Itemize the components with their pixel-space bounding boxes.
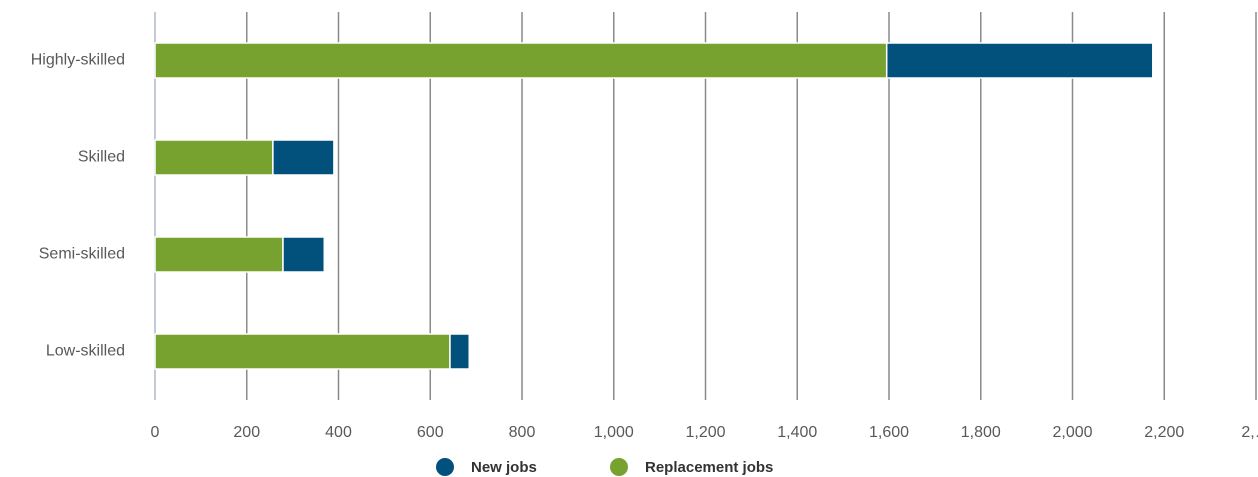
x-tick-label: 200 — [233, 424, 260, 441]
legend-label: Replacement jobs — [645, 459, 773, 476]
legend-label: New jobs — [471, 459, 537, 476]
bar-segment — [449, 333, 470, 370]
bar-segment — [154, 333, 451, 370]
y-tick-label: Semi-skilled — [39, 246, 125, 263]
y-tick-label: Low-skilled — [46, 343, 125, 360]
x-tick-label: 1,200 — [685, 424, 725, 441]
bar-segment — [154, 42, 888, 79]
x-tick-label: 1,000 — [594, 424, 634, 441]
legend-item: Replacement jobs — [610, 458, 773, 476]
x-tick-label: 1,600 — [869, 424, 909, 441]
bar-segment — [282, 236, 326, 273]
y-tick-label: Highly-skilled — [31, 52, 125, 69]
x-tick-label: 2,000 — [1052, 424, 1092, 441]
x-tick-label: 1,800 — [961, 424, 1001, 441]
x-tick-label: 600 — [417, 424, 444, 441]
x-tick-label: 0 — [151, 424, 160, 441]
x-tick-label: 1,400 — [777, 424, 817, 441]
y-tick-label: Skilled — [78, 149, 125, 166]
x-tick-label: 800 — [509, 424, 536, 441]
legend-swatch — [610, 458, 628, 476]
bar-segment — [154, 139, 274, 176]
x-tick-label: 400 — [325, 424, 352, 441]
bar-segment — [154, 236, 284, 273]
legend-item: New jobs — [436, 458, 537, 476]
bar-segment — [272, 139, 335, 176]
legend-swatch — [436, 458, 454, 476]
x-tick-label: 2,… — [1241, 424, 1258, 441]
bar-segment — [885, 42, 1154, 79]
x-tick-label: 2,200 — [1144, 424, 1184, 441]
